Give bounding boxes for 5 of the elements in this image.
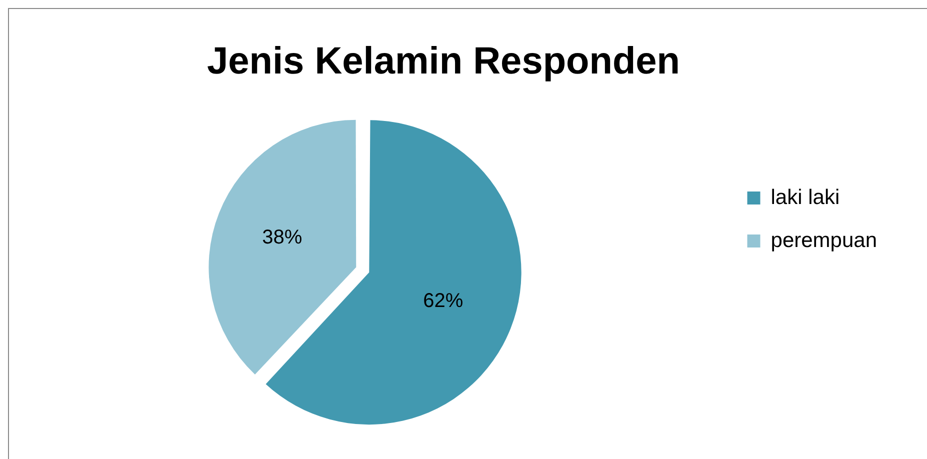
legend-label: perempuan (770, 228, 878, 252)
data-label: 38% (262, 226, 302, 248)
chart-title: Jenis Kelamin Responden (206, 40, 680, 82)
data-label: 62% (423, 290, 464, 312)
legend-label: laki laki (770, 186, 840, 209)
